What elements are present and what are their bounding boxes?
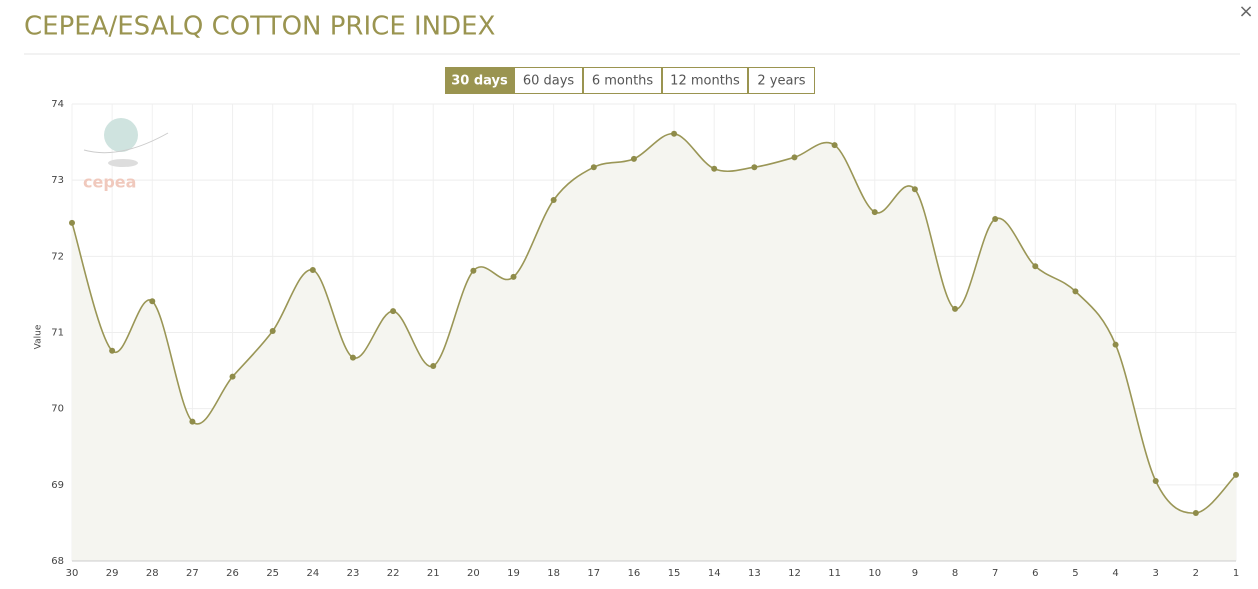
point <box>671 130 678 137</box>
range-button-label: 2 years <box>757 74 805 89</box>
x-tick-label: 3 <box>1153 568 1159 579</box>
point <box>189 418 196 425</box>
y-axis-label: Value <box>34 324 44 349</box>
point <box>1192 510 1199 517</box>
point <box>1032 263 1039 270</box>
point <box>510 273 517 280</box>
point <box>1072 288 1079 295</box>
x-tick-label: 16 <box>628 568 641 579</box>
y-tick-label: 74 <box>51 99 64 110</box>
point <box>69 219 75 226</box>
y-tick-label: 71 <box>51 328 64 339</box>
x-tick-label: 19 <box>507 568 520 579</box>
logo-shadow <box>108 159 138 167</box>
x-tick-label: 10 <box>868 568 881 579</box>
range-button-label: 60 days <box>523 74 575 89</box>
x-tick-label: 22 <box>387 568 400 579</box>
y-tick-label: 70 <box>51 404 64 415</box>
range-button[interactable] <box>445 67 514 94</box>
x-tick-label: 24 <box>306 568 319 579</box>
x-tick-label: 4 <box>1112 568 1118 579</box>
point <box>831 142 838 149</box>
x-tick-label: 28 <box>146 568 159 579</box>
x-tick-label: 6 <box>1032 568 1038 579</box>
point <box>1233 471 1239 478</box>
range-button[interactable] <box>662 67 748 94</box>
point <box>550 196 557 203</box>
point <box>1112 341 1119 348</box>
y-tick-label: 73 <box>51 175 64 186</box>
x-tick-label: 7 <box>992 568 998 579</box>
x-tick-label: 18 <box>547 568 560 579</box>
point <box>109 347 116 354</box>
x-tick-label: 23 <box>347 568 360 579</box>
x-tick-label: 14 <box>708 568 721 579</box>
close-button[interactable]: × <box>1238 1 1253 22</box>
point <box>229 373 236 380</box>
logo-text: cepea <box>83 173 136 192</box>
point <box>149 298 156 305</box>
x-tick-label: 29 <box>106 568 119 579</box>
range-button[interactable] <box>514 67 583 94</box>
range-button[interactable] <box>748 67 815 94</box>
point <box>871 209 878 216</box>
range-button[interactable] <box>583 67 662 94</box>
range-button-label: 6 months <box>592 74 654 89</box>
point <box>751 164 758 171</box>
point <box>269 327 276 334</box>
x-tick-label: 11 <box>828 568 841 579</box>
x-tick-label: 1 <box>1233 568 1239 579</box>
point <box>992 216 999 223</box>
y-tick-label: 69 <box>51 480 64 491</box>
x-tick-label: 12 <box>788 568 801 579</box>
x-tick-label: 20 <box>467 568 480 579</box>
point <box>430 363 437 370</box>
point <box>911 186 918 193</box>
y-tick-label: 72 <box>51 251 64 262</box>
area-fill <box>72 133 1236 561</box>
point <box>590 164 597 171</box>
point <box>470 267 477 274</box>
point <box>630 155 637 162</box>
x-tick-label: 27 <box>186 568 199 579</box>
x-tick-label: 8 <box>952 568 958 579</box>
point <box>711 165 718 172</box>
range-button-label: 30 days <box>451 74 508 89</box>
x-tick-label: 15 <box>668 568 681 579</box>
x-tick-label: 21 <box>427 568 440 579</box>
point <box>1152 478 1159 485</box>
logo: cepea <box>83 118 169 192</box>
x-tick-label: 2 <box>1193 568 1199 579</box>
chart-title: CEPEA/ESALQ COTTON PRICE INDEX <box>24 12 495 42</box>
x-tick-label: 26 <box>226 568 239 579</box>
logo-globe <box>104 118 138 152</box>
point <box>952 305 959 312</box>
x-tick-label: 13 <box>748 568 761 579</box>
point <box>390 308 397 315</box>
point <box>349 354 356 361</box>
x-tick-label: 9 <box>912 568 918 579</box>
y-tick-label: 68 <box>51 556 64 567</box>
point <box>791 154 798 161</box>
point <box>309 267 316 274</box>
x-tick-label: 30 <box>66 568 79 579</box>
x-tick-label: 25 <box>266 568 279 579</box>
range-button-label: 12 months <box>670 74 740 89</box>
x-tick-label: 5 <box>1072 568 1078 579</box>
logo-orbit <box>83 132 169 154</box>
x-tick-label: 17 <box>587 568 600 579</box>
